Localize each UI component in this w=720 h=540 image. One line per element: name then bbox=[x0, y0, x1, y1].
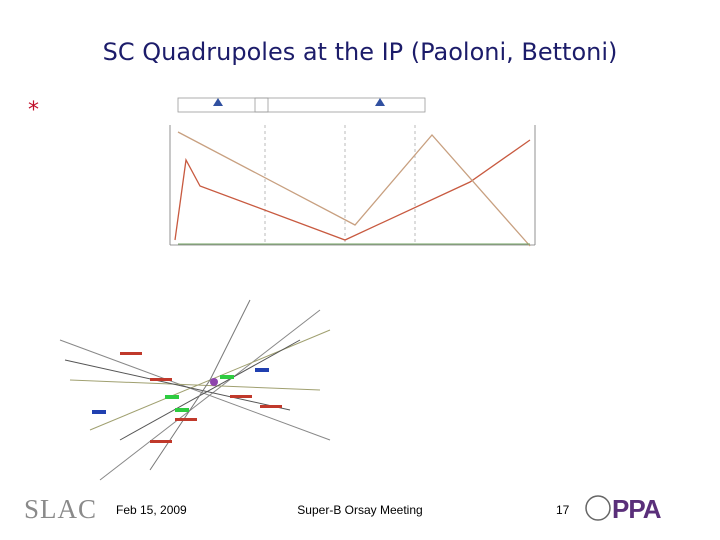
magnets bbox=[165, 375, 234, 412]
beam-line bbox=[69, 379, 321, 391]
beam-line bbox=[149, 379, 211, 471]
beam-line bbox=[64, 359, 291, 411]
page-number: 17 bbox=[556, 503, 570, 517]
plot-background bbox=[145, 95, 585, 275]
slac-logo: SLAC bbox=[24, 494, 98, 524]
slide-title: SC Quadrupoles at the IP (Paoloni, Betto… bbox=[102, 38, 618, 66]
layout-plot bbox=[59, 299, 331, 481]
beta-y-curve bbox=[177, 131, 531, 247]
beta-plot bbox=[145, 95, 585, 275]
magnet bbox=[150, 440, 172, 443]
magnet bbox=[220, 375, 234, 379]
magnet bbox=[255, 368, 269, 372]
magnets bbox=[92, 368, 269, 414]
beam-line bbox=[119, 339, 301, 441]
magnet bbox=[120, 352, 142, 355]
ppa-logo: PPA bbox=[612, 494, 662, 524]
magnet bbox=[165, 395, 179, 399]
magnet bbox=[150, 378, 172, 381]
footer-date: Feb 15, 2009 bbox=[116, 503, 187, 517]
marker bbox=[213, 98, 223, 106]
magnet bbox=[175, 408, 189, 412]
magnet bbox=[175, 418, 197, 421]
logo-swirl bbox=[585, 495, 611, 521]
marker bbox=[375, 98, 385, 106]
beam-line bbox=[209, 299, 251, 381]
magnet bbox=[260, 405, 282, 408]
footer-event: Super-B Orsay Meeting bbox=[297, 503, 423, 517]
magnet bbox=[230, 395, 252, 398]
beta-x-curve bbox=[174, 139, 531, 241]
plot-header-box bbox=[177, 97, 269, 113]
magnets bbox=[120, 352, 282, 443]
layout-axis bbox=[99, 309, 321, 481]
layout-axis bbox=[59, 339, 331, 441]
bullet: * bbox=[28, 98, 39, 123]
magnet bbox=[92, 410, 106, 414]
interaction-point bbox=[210, 378, 218, 386]
plot-header-box bbox=[254, 97, 426, 113]
